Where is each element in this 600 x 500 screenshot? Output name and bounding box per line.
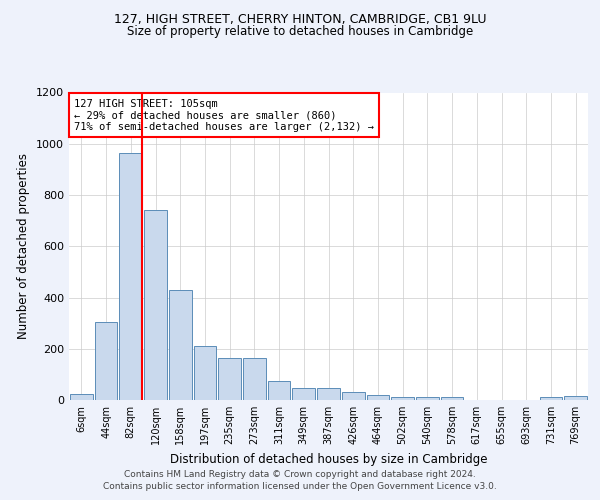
Bar	[441, 397, 463, 400]
Bar	[564, 396, 587, 400]
Bar	[391, 397, 414, 400]
Bar	[317, 388, 340, 400]
Text: Contains HM Land Registry data © Crown copyright and database right 2024.: Contains HM Land Registry data © Crown c…	[124, 470, 476, 479]
Bar	[119, 152, 142, 400]
Bar	[342, 392, 365, 400]
Y-axis label: Number of detached properties: Number of detached properties	[17, 153, 31, 339]
Bar	[539, 397, 562, 400]
Bar	[268, 381, 290, 400]
Bar	[70, 394, 93, 400]
Text: Contains public sector information licensed under the Open Government Licence v3: Contains public sector information licen…	[103, 482, 497, 491]
Bar	[194, 346, 216, 400]
Bar	[292, 388, 315, 400]
X-axis label: Distribution of detached houses by size in Cambridge: Distribution of detached houses by size …	[170, 452, 487, 466]
Bar	[169, 290, 191, 400]
Bar	[243, 358, 266, 400]
Bar	[218, 358, 241, 400]
Bar	[367, 395, 389, 400]
Bar	[144, 210, 167, 400]
Bar	[416, 397, 439, 400]
Text: 127 HIGH STREET: 105sqm
← 29% of detached houses are smaller (860)
71% of semi-d: 127 HIGH STREET: 105sqm ← 29% of detache…	[74, 98, 374, 132]
Text: 127, HIGH STREET, CHERRY HINTON, CAMBRIDGE, CB1 9LU: 127, HIGH STREET, CHERRY HINTON, CAMBRID…	[114, 12, 486, 26]
Bar	[95, 322, 118, 400]
Text: Size of property relative to detached houses in Cambridge: Size of property relative to detached ho…	[127, 25, 473, 38]
